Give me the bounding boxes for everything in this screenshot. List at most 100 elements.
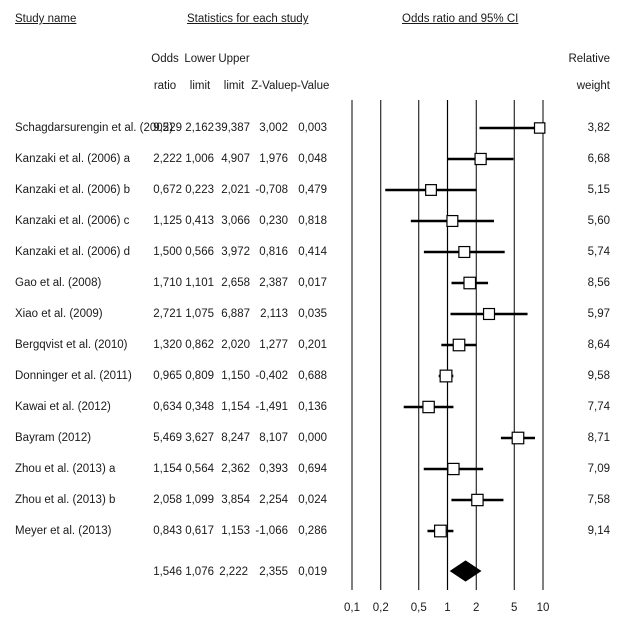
- header-upper-line1: Upper: [218, 53, 250, 65]
- cell-lower-limit: 3,627: [185, 432, 214, 444]
- cell-study: Kawai et al. (2012): [15, 401, 111, 413]
- study-box: [446, 214, 459, 228]
- cell-lower-limit: 1,006: [185, 153, 214, 165]
- cell-odds-ratio: 1,500: [153, 246, 182, 258]
- cell-odds-ratio: 2,058: [153, 494, 182, 506]
- cell-upper-limit: 2,021: [221, 184, 250, 196]
- cell-lower-limit: 0,617: [185, 525, 214, 537]
- cell-study: Kanzaki et al. (2006) b: [15, 184, 131, 196]
- x-tick-label: 1: [444, 602, 450, 614]
- study-box: [422, 400, 435, 414]
- header-relative-line1: Relative: [568, 53, 610, 65]
- cell-upper-limit: 1,153: [221, 525, 250, 537]
- header-lower-line2: limit: [189, 80, 211, 92]
- header-upper-line2: limit: [223, 80, 245, 92]
- summary-lower: 1,076: [185, 566, 214, 578]
- cell-relative-weight: 5,74: [587, 246, 610, 258]
- cell-lower-limit: 0,348: [185, 401, 214, 413]
- cell-relative-weight: 8,56: [587, 277, 610, 289]
- cell-upper-limit: 8,247: [221, 432, 250, 444]
- study-box: [452, 338, 466, 352]
- cell-p-value: 0,694: [298, 463, 327, 475]
- cell-odds-ratio: 0,965: [153, 370, 182, 382]
- cell-study: Zhou et al. (2013) a: [15, 463, 116, 475]
- cell-z-value: 1,976: [259, 153, 288, 165]
- cell-lower-limit: 0,566: [185, 246, 214, 258]
- study-box: [439, 369, 453, 383]
- cell-z-value: 2,387: [259, 277, 288, 289]
- cell-z-value: -0,402: [255, 370, 288, 382]
- study-box: [447, 462, 460, 476]
- cell-relative-weight: 7,58: [587, 494, 610, 506]
- cell-study: Kanzaki et al. (2006) d: [15, 246, 131, 258]
- study-box: [482, 307, 496, 321]
- cell-study: Bergqvist et al. (2010): [15, 339, 128, 351]
- study-box: [474, 152, 487, 166]
- cell-z-value: 3,002: [259, 122, 288, 134]
- cell-upper-limit: 4,907: [221, 153, 250, 165]
- cell-p-value: 0,000: [298, 432, 327, 444]
- summary-p: 0,019: [298, 566, 327, 578]
- x-tick-label: 0,1: [344, 602, 360, 614]
- header-statistics-group: Statistics for each study: [187, 13, 309, 25]
- cell-lower-limit: 1,101: [185, 277, 214, 289]
- cell-z-value: -1,066: [255, 525, 288, 537]
- cell-odds-ratio: 2,721: [153, 308, 182, 320]
- summary-or: 1,546: [153, 566, 182, 578]
- cell-odds-ratio: 1,320: [153, 339, 182, 351]
- cell-study: Bayram (2012): [15, 432, 92, 444]
- cell-z-value: 8,107: [259, 432, 288, 444]
- cell-z-value: 0,816: [259, 246, 288, 258]
- cell-upper-limit: 2,658: [221, 277, 250, 289]
- study-box: [434, 524, 447, 538]
- study-box: [471, 493, 484, 507]
- cell-upper-limit: 2,362: [221, 463, 250, 475]
- cell-p-value: 0,003: [298, 122, 327, 134]
- cell-p-value: 0,024: [298, 494, 327, 506]
- cell-upper-limit: 2,020: [221, 339, 250, 351]
- cell-odds-ratio: 5,469: [153, 432, 182, 444]
- x-tick-label: 10: [537, 602, 550, 614]
- cell-upper-limit: 3,854: [221, 494, 250, 506]
- cell-upper-limit: 1,154: [221, 401, 250, 413]
- cell-odds-ratio: 1,125: [153, 215, 182, 227]
- cell-p-value: 0,818: [298, 215, 327, 227]
- pooled-diamond: [449, 560, 482, 582]
- cell-relative-weight: 7,09: [587, 463, 610, 475]
- cell-odds-ratio: 2,222: [153, 153, 182, 165]
- cell-odds-ratio: 0,843: [153, 525, 182, 537]
- study-box: [533, 122, 546, 134]
- cell-lower-limit: 2,162: [185, 122, 214, 134]
- cell-odds-ratio: 1,710: [153, 277, 182, 289]
- cell-p-value: 0,414: [298, 246, 327, 258]
- cell-relative-weight: 8,71: [587, 432, 610, 444]
- study-box: [463, 276, 477, 290]
- cell-z-value: -0,708: [255, 184, 288, 196]
- header-odds-line2: ratio: [153, 80, 177, 92]
- cell-odds-ratio: 1,154: [153, 463, 182, 475]
- cell-p-value: 0,048: [298, 153, 327, 165]
- header-relative-line2: weight: [576, 80, 610, 92]
- x-tick-label: 0,2: [373, 602, 389, 614]
- cell-study: Kanzaki et al. (2006) c: [15, 215, 130, 227]
- cell-lower-limit: 0,564: [185, 463, 214, 475]
- summary-upper: 2,222: [219, 566, 248, 578]
- cell-relative-weight: 9,14: [587, 525, 610, 537]
- cell-z-value: 2,113: [260, 308, 288, 320]
- cell-lower-limit: 1,099: [185, 494, 214, 506]
- cell-p-value: 0,286: [298, 525, 327, 537]
- cell-relative-weight: 3,82: [587, 122, 610, 134]
- cell-relative-weight: 5,97: [587, 308, 610, 320]
- header-odds-ratio-ci: Odds ratio and 95% CI: [402, 13, 519, 25]
- header-z-value: Z-Value: [251, 80, 291, 92]
- cell-study: Meyer et al. (2013): [15, 525, 112, 537]
- cell-z-value: 0,393: [259, 463, 288, 475]
- cell-study: Schagdarsurengin et al. (2005): [15, 122, 173, 134]
- cell-upper-limit: 6,887: [221, 308, 250, 320]
- header-lower-line1: Lower: [184, 53, 216, 65]
- cell-odds-ratio: 0,672: [153, 184, 182, 196]
- cell-z-value: -1,491: [255, 401, 288, 413]
- cell-z-value: 2,254: [259, 494, 288, 506]
- cell-study: Xiao et al. (2009): [15, 308, 103, 320]
- cell-lower-limit: 0,223: [185, 184, 214, 196]
